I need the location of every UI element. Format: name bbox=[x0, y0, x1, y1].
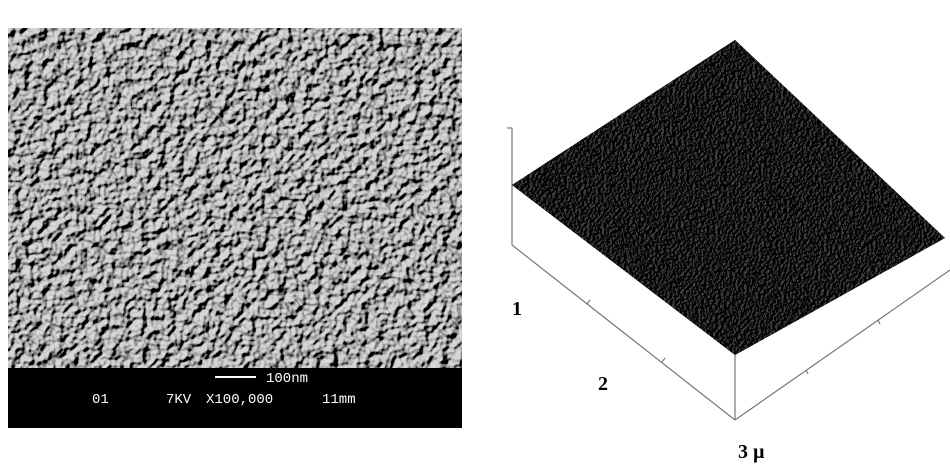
sem-image: 100nm 01 7KV X100,000 11mm bbox=[8, 28, 462, 428]
info-text: 7KV bbox=[166, 392, 192, 408]
info-text: 11mm bbox=[322, 392, 356, 408]
axis-label: 1 bbox=[512, 298, 522, 320]
afm-axes bbox=[507, 127, 950, 421]
scale-bar-label: 100nm bbox=[266, 371, 308, 387]
axis-label: 3 µ bbox=[738, 441, 765, 463]
axis-label: 2 bbox=[598, 373, 608, 395]
afm-image: 1 2 3 µ bbox=[507, 40, 950, 463]
afm-surface bbox=[512, 40, 945, 355]
info-text: X100,000 bbox=[206, 392, 273, 408]
info-text: 01 bbox=[92, 392, 109, 408]
sem-texture bbox=[8, 28, 462, 368]
